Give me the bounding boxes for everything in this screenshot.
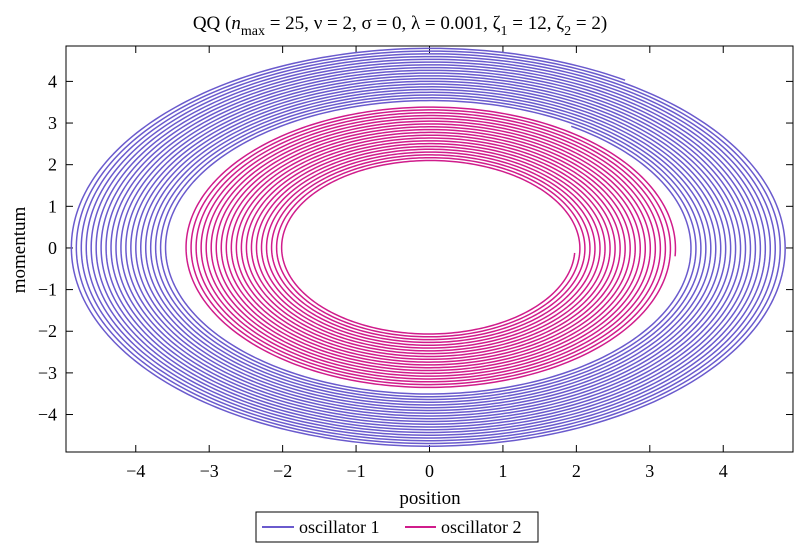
title-zeta1-val: = 12, xyxy=(508,13,557,34)
title-n-val: = 25, xyxy=(265,13,314,34)
axis-ticks: −4 −3 −2 −1 0 1 2 3 4 −4 −3 −2 −1 0 1 2 3 4 xyxy=(38,46,793,481)
legend: oscillator 1 oscillator 2 xyxy=(255,511,539,543)
x-tick-label: 3 xyxy=(645,461,654,481)
x-tick-label: −4 xyxy=(126,461,145,481)
x-tick-label: −3 xyxy=(200,461,219,481)
title-zeta2-sub: 2 xyxy=(564,24,571,39)
legend-box xyxy=(255,511,539,543)
title-sigma: σ = 0, xyxy=(362,13,411,34)
x-tick-label: 2 xyxy=(572,461,581,481)
y-tick-label: 3 xyxy=(48,113,57,133)
x-tick-label: 0 xyxy=(425,461,434,481)
title-nu: ν = 2, xyxy=(314,13,362,34)
chart-title: QQ (nmax = 25, ν = 2, σ = 0, λ = 0.001, … xyxy=(193,13,607,39)
y-tick-label: −2 xyxy=(38,321,57,341)
y-tick-label: 1 xyxy=(48,196,57,216)
y-tick-label: 0 xyxy=(48,238,57,258)
legend-label-oscillator-2: oscillator 2 xyxy=(441,517,521,537)
title-n-var: n xyxy=(231,13,241,34)
y-axis-label: momentum xyxy=(9,207,30,294)
series-oscillator-2 xyxy=(185,106,677,389)
title-lambda: λ = 0.001, xyxy=(411,13,493,34)
title-zeta2-val: = 2) xyxy=(571,13,607,34)
legend-label-oscillator-1: oscillator 1 xyxy=(299,517,379,537)
x-axis-label: position xyxy=(399,488,461,509)
y-tick-label: 2 xyxy=(48,155,57,175)
x-tick-label: −1 xyxy=(346,461,365,481)
y-tick-label: 4 xyxy=(48,71,57,91)
title-prefix: QQ ( xyxy=(193,13,232,34)
title-n-sub: max xyxy=(241,24,265,39)
title-zeta2-sym: ζ xyxy=(556,13,564,34)
y-tick-label: −4 xyxy=(38,405,57,425)
series-oscillator-1 xyxy=(70,47,786,447)
x-tick-label: −2 xyxy=(273,461,292,481)
y-tick-label: −1 xyxy=(38,280,57,300)
title-zeta1-sym: ζ xyxy=(493,13,501,34)
x-tick-label: 4 xyxy=(719,461,728,481)
y-tick-label: −3 xyxy=(38,363,57,383)
series-layer xyxy=(70,47,786,447)
x-tick-label: 1 xyxy=(498,461,507,481)
title-zeta1-sub: 1 xyxy=(501,24,508,39)
